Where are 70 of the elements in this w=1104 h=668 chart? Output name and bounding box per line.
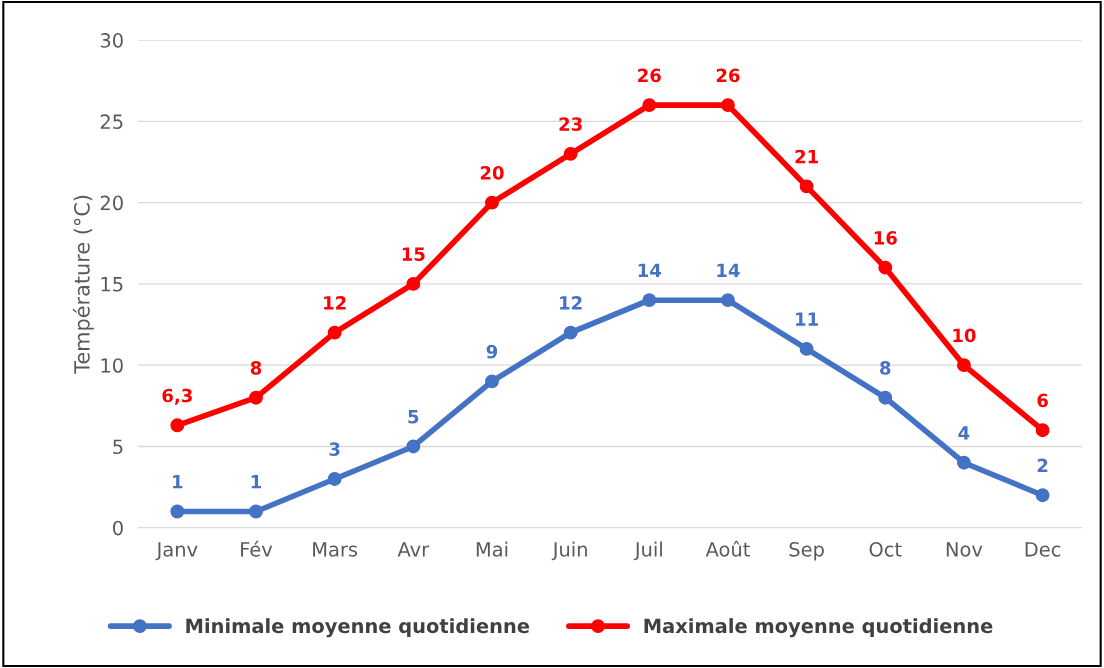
data-label: 16: [874, 231, 897, 245]
data-label: 5: [408, 410, 419, 424]
data-label: 9: [486, 344, 498, 359]
point: [721, 293, 735, 308]
data-label: 4: [958, 426, 970, 440]
data-label: 20: [480, 166, 504, 180]
x-tick-label: Juin: [551, 541, 587, 561]
point: [878, 390, 893, 405]
data-label: 1: [251, 475, 262, 489]
point: [249, 390, 263, 405]
data-label: 6: [1037, 393, 1048, 408]
point: [249, 504, 263, 519]
y-tick-label: 15: [101, 277, 123, 292]
data-label: 14: [638, 263, 662, 277]
y-tick-label: 0: [113, 520, 123, 536]
point: [170, 504, 185, 519]
x-tick-label: Oct: [869, 541, 902, 557]
point: [799, 179, 814, 194]
point: [485, 195, 499, 210]
x-tick-label: Juil: [633, 541, 662, 561]
data-label: 15: [402, 247, 425, 261]
point: [642, 293, 657, 308]
point: [485, 374, 499, 389]
point: [956, 358, 971, 373]
y-tick-label: 30: [100, 33, 123, 48]
data-label: 8: [250, 361, 262, 375]
point: [721, 98, 735, 113]
x-tick-label: Avr: [397, 542, 430, 557]
x-tick-label: Mars: [313, 542, 358, 557]
x-tick-label: Fév: [241, 540, 273, 557]
point: [406, 439, 421, 454]
point: [327, 325, 342, 340]
x-tick-label: Mai: [476, 541, 508, 557]
x-tick-label: Nov: [946, 542, 983, 557]
data-label: 2: [1037, 458, 1048, 473]
data-label: 8: [880, 361, 891, 375]
point: [170, 418, 185, 433]
legend-label: Minimale moyenne quotidienne: [186, 618, 530, 638]
y-axis-title: Température (°C): [72, 195, 94, 374]
point: [956, 455, 971, 470]
data-label: 26: [638, 68, 661, 83]
data-label: 14: [717, 263, 740, 277]
data-label: 12: [324, 296, 346, 310]
data-label: 26: [716, 68, 740, 83]
y-tick-label: 10: [101, 358, 123, 373]
data-label: 10: [953, 328, 976, 343]
point: [642, 98, 657, 113]
legend-label: Maximale moyenne quotidienne: [644, 618, 993, 638]
x-tick-label: Janv: [155, 542, 198, 561]
point: [799, 341, 814, 356]
x-tick-label: Dec: [1025, 542, 1061, 557]
data-label: 23: [559, 117, 582, 131]
point: [878, 260, 893, 275]
y-tick-label: 25: [100, 114, 123, 130]
data-label: 6,3: [162, 388, 192, 405]
x-tick-label: Sep: [789, 541, 824, 561]
data-label: 1: [173, 475, 183, 489]
data-label: 11: [796, 312, 818, 326]
point: [1035, 423, 1050, 438]
point: [327, 472, 342, 486]
data-label: 12: [560, 296, 582, 310]
x-tick-label: Août: [705, 540, 750, 557]
y-tick-label: 20: [100, 195, 123, 211]
point: [406, 276, 421, 291]
point: [563, 325, 578, 340]
y-tick-label: 5: [113, 439, 123, 455]
data-label: 21: [795, 149, 818, 164]
point: [563, 146, 578, 161]
point: [1035, 488, 1050, 503]
data-label: 3: [329, 442, 340, 457]
